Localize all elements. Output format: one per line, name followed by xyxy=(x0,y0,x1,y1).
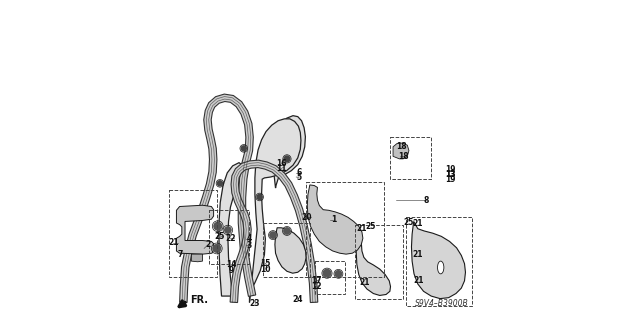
Circle shape xyxy=(335,271,342,277)
Text: 21: 21 xyxy=(356,224,367,233)
Circle shape xyxy=(213,245,221,252)
Circle shape xyxy=(284,228,290,234)
Text: 25: 25 xyxy=(215,232,225,241)
Circle shape xyxy=(225,227,231,233)
Text: 18: 18 xyxy=(398,152,408,161)
Text: 21: 21 xyxy=(413,219,423,228)
Ellipse shape xyxy=(438,261,444,274)
Circle shape xyxy=(218,181,223,186)
Text: 22: 22 xyxy=(225,234,236,243)
Text: 3: 3 xyxy=(247,241,252,250)
Text: 1: 1 xyxy=(331,215,336,224)
Text: 2: 2 xyxy=(205,240,211,249)
Bar xyxy=(209,210,250,264)
Polygon shape xyxy=(180,94,256,302)
Text: 10: 10 xyxy=(260,264,271,274)
Polygon shape xyxy=(230,160,318,302)
Polygon shape xyxy=(275,228,306,273)
Polygon shape xyxy=(393,143,409,159)
Text: 4: 4 xyxy=(247,234,252,243)
Text: 6: 6 xyxy=(297,168,302,177)
Text: 9: 9 xyxy=(229,265,234,275)
Circle shape xyxy=(284,156,290,162)
Text: 13: 13 xyxy=(445,170,456,179)
Bar xyxy=(355,225,403,299)
Text: 21: 21 xyxy=(413,276,424,285)
Text: 18: 18 xyxy=(396,142,406,151)
Bar xyxy=(316,261,345,294)
Text: FR.: FR. xyxy=(191,295,209,305)
Polygon shape xyxy=(273,116,305,188)
Circle shape xyxy=(257,195,262,199)
Polygon shape xyxy=(177,205,214,254)
Text: 7: 7 xyxy=(177,250,183,259)
Text: 21: 21 xyxy=(168,238,179,247)
Bar xyxy=(390,137,431,179)
Polygon shape xyxy=(356,229,390,295)
Polygon shape xyxy=(412,221,465,299)
Polygon shape xyxy=(307,185,363,254)
Circle shape xyxy=(241,146,246,151)
Text: 23: 23 xyxy=(250,299,260,308)
Circle shape xyxy=(323,269,331,277)
Text: 13: 13 xyxy=(445,170,456,179)
Text: 21: 21 xyxy=(413,250,423,259)
Bar xyxy=(306,182,383,277)
Text: 8: 8 xyxy=(424,196,429,205)
Text: 16: 16 xyxy=(276,159,287,168)
Polygon shape xyxy=(191,254,202,262)
Circle shape xyxy=(214,222,221,230)
Text: 21: 21 xyxy=(360,278,371,287)
Text: 24: 24 xyxy=(292,295,303,304)
Text: 19: 19 xyxy=(445,165,456,174)
Text: S9V4–B3900B: S9V4–B3900B xyxy=(415,299,468,308)
Polygon shape xyxy=(219,163,241,296)
Text: 25: 25 xyxy=(404,218,414,227)
Text: 19: 19 xyxy=(445,175,456,184)
Text: 5: 5 xyxy=(297,174,302,182)
Text: 20: 20 xyxy=(301,213,312,222)
Circle shape xyxy=(270,232,276,238)
Text: 25: 25 xyxy=(365,222,376,231)
Bar xyxy=(406,217,472,306)
Text: 14: 14 xyxy=(227,260,237,269)
Text: 17: 17 xyxy=(312,276,322,285)
Bar xyxy=(263,223,310,277)
Text: 11: 11 xyxy=(276,164,287,173)
Polygon shape xyxy=(250,119,301,302)
Bar xyxy=(169,190,217,277)
Text: 15: 15 xyxy=(260,259,271,268)
Text: 12: 12 xyxy=(312,282,322,291)
